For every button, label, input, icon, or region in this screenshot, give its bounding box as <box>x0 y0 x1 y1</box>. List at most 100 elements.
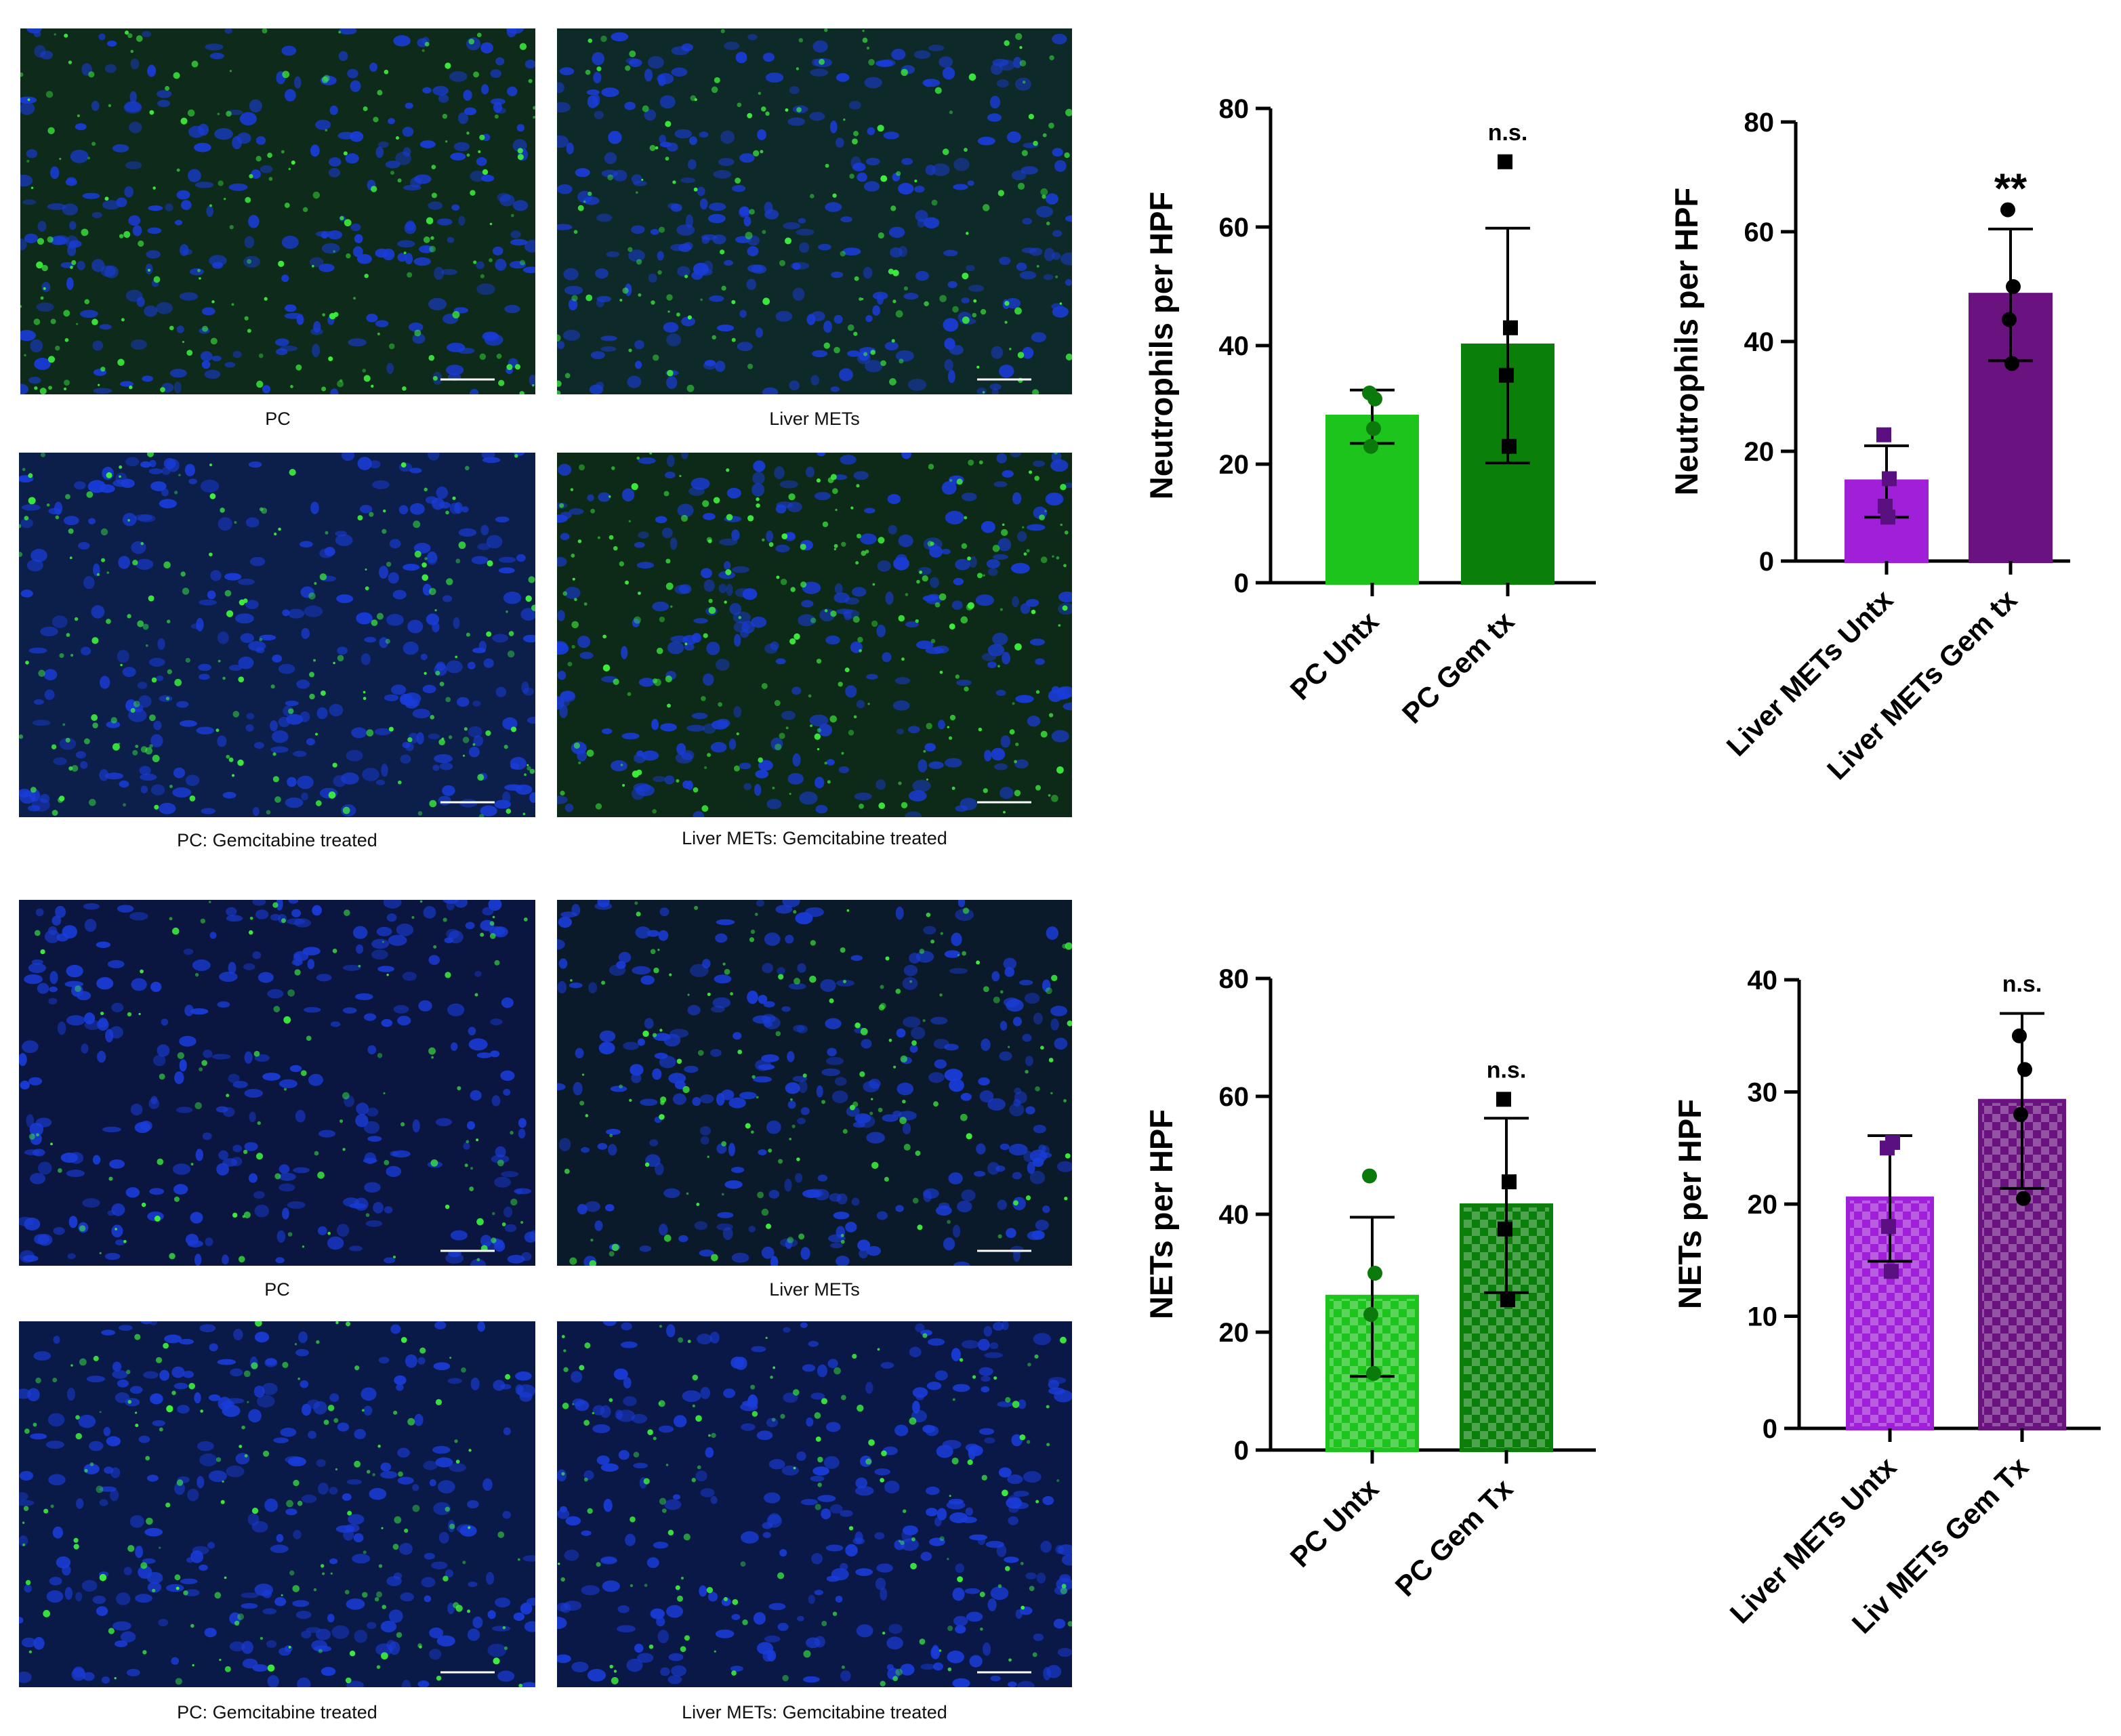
bar <box>1325 415 1419 585</box>
y-tick-label: 40 <box>1219 331 1250 361</box>
data-point <box>1884 1264 1899 1279</box>
data-point <box>2017 1062 2032 1077</box>
y-tick-label: 40 <box>1219 1200 1250 1230</box>
micrograph-caption: PC: Gemcitabine treated <box>177 1702 377 1722</box>
y-tick-label: 20 <box>1219 450 1250 480</box>
data-point <box>1366 1365 1381 1381</box>
bar <box>1325 1294 1419 1453</box>
micrograph-liver-mets <box>557 900 1072 1266</box>
y-tick-label: 60 <box>1744 218 1775 247</box>
significance-label: n.s. <box>1488 120 1528 146</box>
y-tick-label: 0 <box>1234 569 1249 598</box>
data-point <box>1882 471 1897 487</box>
micrograph-caption: PC <box>264 1279 290 1300</box>
significance-label: ** <box>1994 166 2027 213</box>
data-point <box>2004 356 2019 371</box>
y-axis-label: Neutrophils per HPF <box>1668 188 1704 495</box>
data-point <box>1498 1221 1512 1237</box>
y-tick-label: 40 <box>1744 327 1775 357</box>
data-point <box>2012 1028 2027 1043</box>
x-category-label: Liv METs Gem Tx <box>1846 1451 2035 1640</box>
data-point <box>1881 1219 1896 1235</box>
data-point <box>2002 312 2017 327</box>
micrograph-pc <box>20 28 535 394</box>
significance-label: n.s. <box>2002 972 2042 997</box>
micrograph-image <box>19 900 535 1266</box>
data-point <box>1367 391 1382 407</box>
micrograph-pc <box>19 900 535 1266</box>
data-point <box>1496 1092 1511 1107</box>
data-point <box>1502 1174 1517 1190</box>
y-tick-label: 20 <box>1219 1318 1250 1348</box>
data-point <box>2016 1191 2031 1206</box>
bar <box>1846 1196 1934 1430</box>
y-tick-label: 30 <box>1748 1078 1778 1108</box>
micrograph-image <box>20 28 535 394</box>
micrograph-image <box>557 900 1072 1266</box>
micrograph-image <box>19 453 535 817</box>
data-point <box>2000 202 2015 218</box>
data-point <box>1502 438 1517 454</box>
y-axis-label: NETs per HPF <box>1143 1109 1179 1319</box>
y-tick-label: 60 <box>1219 213 1250 243</box>
data-point <box>1878 499 1893 514</box>
bar <box>1845 479 1929 563</box>
x-category-label: Liver METs Untx <box>1724 1451 1903 1630</box>
bar <box>1461 344 1554 585</box>
y-tick-label: 20 <box>1748 1190 1778 1220</box>
data-point <box>1363 438 1378 454</box>
micrograph-caption: Liver METs: Gemcitabine treated <box>682 1702 947 1722</box>
y-axis-label: NETs per HPF <box>1672 1099 1708 1309</box>
micrograph-image <box>557 453 1072 817</box>
data-point <box>1880 510 1895 525</box>
micrograph-pc-gem <box>19 453 535 817</box>
micrograph-pc-gem <box>19 1321 535 1687</box>
data-point <box>1498 154 1512 169</box>
y-tick-label: 0 <box>1763 1414 1777 1444</box>
y-tick-label: 10 <box>1748 1302 1778 1332</box>
data-point <box>1885 1134 1900 1150</box>
bar <box>1460 1203 1553 1452</box>
data-point <box>1499 367 1514 383</box>
micrograph-caption: Liver METs <box>769 409 860 429</box>
data-point <box>1876 427 1891 442</box>
micrograph-liver-mets-gem <box>557 1321 1072 1687</box>
bar <box>1969 293 2053 563</box>
x-category-label: PC Untx <box>1284 1472 1385 1573</box>
x-category-label: PC Gem tx <box>1396 605 1521 730</box>
micrograph-liver-mets-gem <box>557 453 1072 817</box>
micrograph-liver-mets <box>557 28 1072 394</box>
y-axis-label: Neutrophils per HPF <box>1143 192 1179 499</box>
y-tick-label: 80 <box>1744 108 1775 138</box>
y-tick-label: 0 <box>1234 1436 1249 1466</box>
data-point <box>1880 1140 1895 1156</box>
micrograph-caption: Liver METs <box>769 1279 860 1300</box>
y-tick-label: 40 <box>1748 966 1778 995</box>
significance-label: n.s. <box>1487 1057 1527 1083</box>
x-category-label: Liver METs Untx <box>1721 583 1899 762</box>
micrograph-image <box>557 28 1072 394</box>
data-point <box>1503 320 1518 335</box>
micrograph-caption: PC: Gemcitabine treated <box>177 830 377 850</box>
x-category-label: PC Untx <box>1284 605 1385 706</box>
data-point <box>1366 421 1381 436</box>
y-tick-label: 80 <box>1219 94 1250 124</box>
y-tick-label: 60 <box>1219 1082 1250 1112</box>
micrograph-image <box>557 1321 1072 1687</box>
data-point <box>1362 386 1377 400</box>
y-tick-label: 80 <box>1219 964 1250 994</box>
micrograph-image <box>19 1321 535 1687</box>
data-point <box>1363 1306 1378 1322</box>
y-tick-label: 20 <box>1744 437 1775 467</box>
data-point <box>1367 1266 1382 1281</box>
data-point <box>2006 279 2021 294</box>
data-point <box>1500 1292 1515 1308</box>
data-point <box>1362 1168 1377 1184</box>
data-point <box>2013 1107 2028 1122</box>
x-category-label: PC Gem Tx <box>1389 1472 1519 1603</box>
bar <box>1978 1098 2066 1430</box>
y-tick-label: 0 <box>1759 547 1774 577</box>
micrograph-caption: Liver METs: Gemcitabine treated <box>682 828 947 848</box>
x-category-label: Liver METs Gem tx <box>1821 583 2023 786</box>
micrograph-caption: PC <box>265 409 291 429</box>
